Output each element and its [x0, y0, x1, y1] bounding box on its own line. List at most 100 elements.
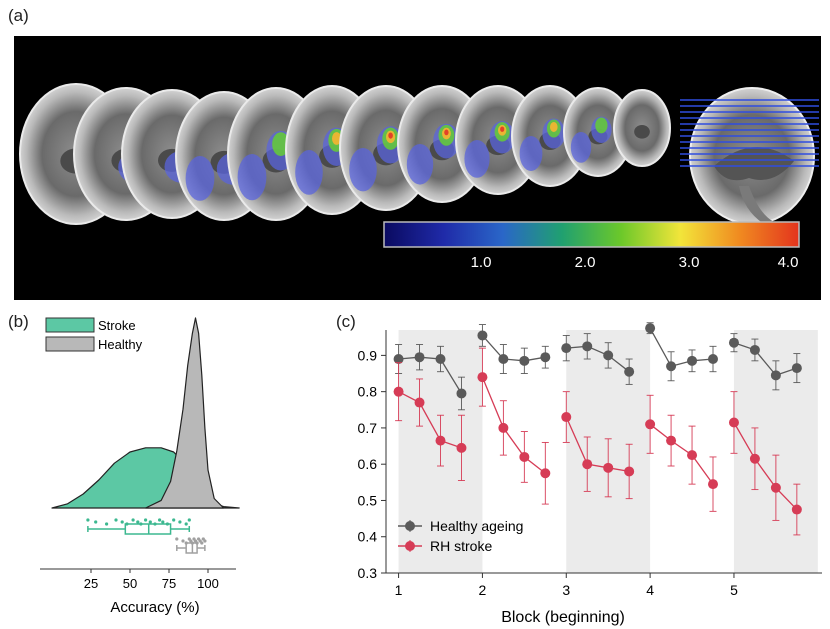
- y-tick-label: 0.5: [358, 492, 378, 508]
- series-line: [565, 416, 630, 473]
- data-point: [708, 479, 718, 490]
- data-point: [187, 518, 191, 522]
- data-point: [144, 518, 148, 522]
- axial-slice: [563, 87, 633, 177]
- data-point: [136, 520, 140, 524]
- series-healthy-ageing: [393, 322, 802, 411]
- series-line: [649, 423, 714, 485]
- legend-label-stroke: RH stroke: [430, 538, 492, 554]
- data-point: [519, 451, 530, 462]
- panel-a-label: (a): [8, 6, 29, 25]
- data-point: [172, 518, 176, 522]
- legend-swatch-stroke: [45, 317, 95, 333]
- series-line: [733, 422, 798, 510]
- series-line: [481, 334, 546, 362]
- density-curves: [51, 317, 240, 509]
- data-point: [435, 354, 446, 365]
- axes: 0.3 0.4 0.5 0.6 0.7 0.8 0.9 1 2 3 4 5: [358, 330, 822, 598]
- legend-label-healthy: Healthy ageing: [430, 518, 523, 534]
- data-point: [519, 355, 530, 366]
- data-point: [624, 466, 635, 477]
- x-axis-label: Accuracy (%): [110, 599, 199, 616]
- data-point: [456, 442, 467, 453]
- data-point: [498, 354, 509, 365]
- y-tick-label: 0.9: [358, 347, 378, 363]
- data-point: [105, 522, 109, 526]
- colorbar-tick-label: 3.0: [679, 254, 700, 271]
- block-accuracy-chart: 0.3 0.4 0.5 0.6 0.7 0.8 0.9 1 2 3 4 5 Block (beginn…: [358, 322, 822, 626]
- data-series: [393, 322, 802, 536]
- y-tick-label: 0.6: [358, 456, 378, 472]
- slice-position-lines: [680, 99, 819, 167]
- data-point: [666, 361, 677, 372]
- data-point: [86, 518, 90, 522]
- data-point: [414, 397, 425, 408]
- series-line: [398, 356, 463, 394]
- data-point: [456, 388, 467, 399]
- colorbar-tick-label: 4.0: [778, 254, 799, 271]
- series-line: [481, 376, 546, 474]
- legend: Stroke Healthy: [45, 317, 143, 352]
- series-line: [649, 327, 714, 368]
- colorbar-tick-label: 2.0: [575, 254, 596, 271]
- data-point: [94, 520, 98, 524]
- data-point: [749, 453, 760, 464]
- data-point: [645, 419, 656, 430]
- density-healthy: [145, 317, 225, 509]
- box-plots: [86, 518, 207, 554]
- x-tick-label: 25: [84, 576, 98, 591]
- legend: Healthy ageing RH stroke: [398, 518, 523, 554]
- y-tick-label: 0.3: [358, 565, 378, 581]
- data-point: [666, 435, 677, 446]
- data-point: [603, 350, 614, 361]
- x-tick-label: 3: [562, 582, 570, 598]
- series-line: [566, 345, 630, 373]
- series-rh-stroke: [393, 347, 802, 536]
- box-stroke: [87, 523, 191, 535]
- data-point: [114, 518, 118, 522]
- x-tick-label: 50: [123, 576, 137, 591]
- x-tick-label: 5: [730, 582, 738, 598]
- data-point: [770, 370, 781, 381]
- data-point: [148, 520, 152, 524]
- axial-slice: [613, 89, 671, 167]
- legend-label-stroke: Stroke: [98, 318, 136, 333]
- accuracy-distribution-chart: 25 50 75 100 Accuracy (%) Stroke Healthy: [40, 317, 240, 616]
- data-point: [175, 537, 179, 541]
- data-point: [161, 520, 165, 524]
- x-tick-label: 2: [479, 582, 487, 598]
- data-point: [749, 344, 760, 355]
- data-point: [158, 518, 162, 522]
- colorbar-tick-label: 1.0: [471, 254, 492, 271]
- data-point: [645, 323, 656, 334]
- panel-b-label: (b): [8, 312, 29, 331]
- data-point: [708, 354, 718, 365]
- data-point: [540, 468, 551, 479]
- panel-c-label: (c): [336, 312, 356, 331]
- legend-label-healthy: Healthy: [98, 337, 143, 352]
- data-point: [582, 459, 593, 470]
- data-point: [178, 520, 182, 524]
- data-point: [791, 363, 802, 374]
- data-point: [687, 355, 698, 366]
- data-point: [477, 372, 488, 383]
- data-point: [603, 462, 614, 473]
- data-point: [435, 435, 446, 446]
- data-point: [200, 541, 204, 545]
- data-point: [561, 343, 572, 354]
- x-tick-label: 4: [646, 582, 654, 598]
- data-point: [791, 504, 802, 515]
- x-tick-label: 75: [162, 576, 176, 591]
- data-point: [687, 450, 698, 461]
- sagittal-view: [680, 87, 819, 225]
- y-tick-label: 0.7: [358, 420, 378, 436]
- box-healthy: [176, 542, 206, 554]
- data-point: [414, 352, 425, 363]
- data-point: [561, 412, 572, 423]
- data-point: [181, 539, 185, 543]
- data-point: [477, 330, 488, 341]
- data-point: [770, 482, 781, 493]
- data-point: [540, 352, 551, 363]
- colorbar: 1.0 2.0 3.0 4.0: [383, 221, 800, 271]
- data-point: [582, 341, 593, 352]
